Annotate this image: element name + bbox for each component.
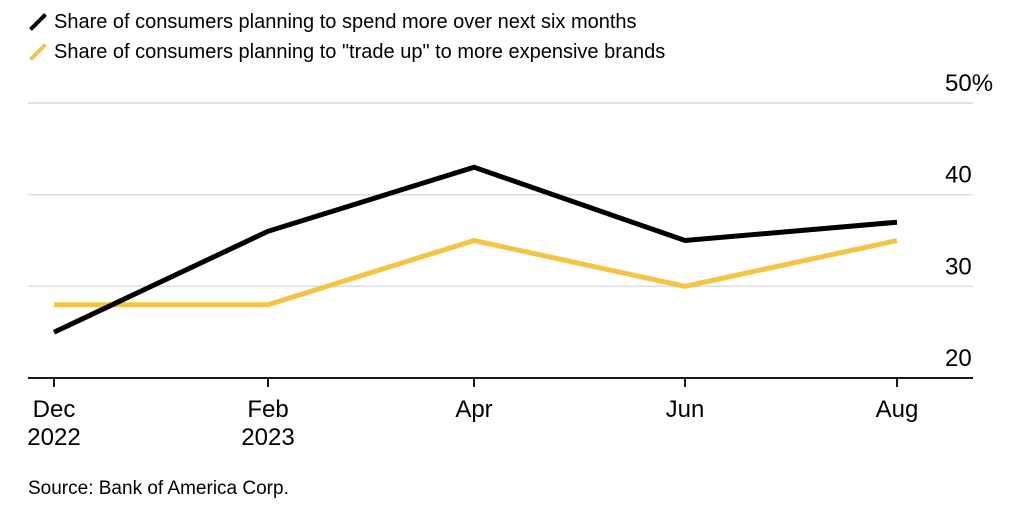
y-axis-label-40: 40	[945, 162, 972, 189]
y-axis-label-30: 30	[945, 253, 972, 280]
x-axis-year-label-dec: 2022	[27, 424, 80, 451]
x-axis-label-jun: Jun	[666, 396, 705, 423]
source-note: Source: Bank of America Corp.	[28, 478, 289, 499]
legend-label-trade-up: Share of consumers planning to "trade up…	[54, 40, 666, 63]
legend-item-trade-up: Share of consumers planning to "trade up…	[28, 39, 665, 65]
y-axis-label-50: 50%	[945, 70, 993, 97]
y-axis-label-20: 20	[945, 345, 972, 372]
series-line-trade-up	[54, 237, 898, 308]
x-axis-label-apr: Apr	[455, 396, 492, 423]
legend-label-spend-more: Share of consumers planning to spend mor…	[54, 10, 637, 33]
spend-more-line-key-icon	[29, 13, 47, 31]
x-axis-label-feb: Feb	[247, 396, 288, 423]
trade-up-line-key-icon	[29, 43, 47, 61]
legend: Share of consumers planning to spend mor…	[28, 9, 665, 65]
x-axis-label-aug: Aug	[876, 396, 919, 423]
series-line-spend-more	[52, 164, 898, 335]
x-axis-label-dec: Dec	[33, 396, 76, 423]
x-axis-year-label-feb: 2023	[241, 424, 294, 451]
legend-item-spend-more: Share of consumers planning to spend mor…	[28, 9, 665, 35]
